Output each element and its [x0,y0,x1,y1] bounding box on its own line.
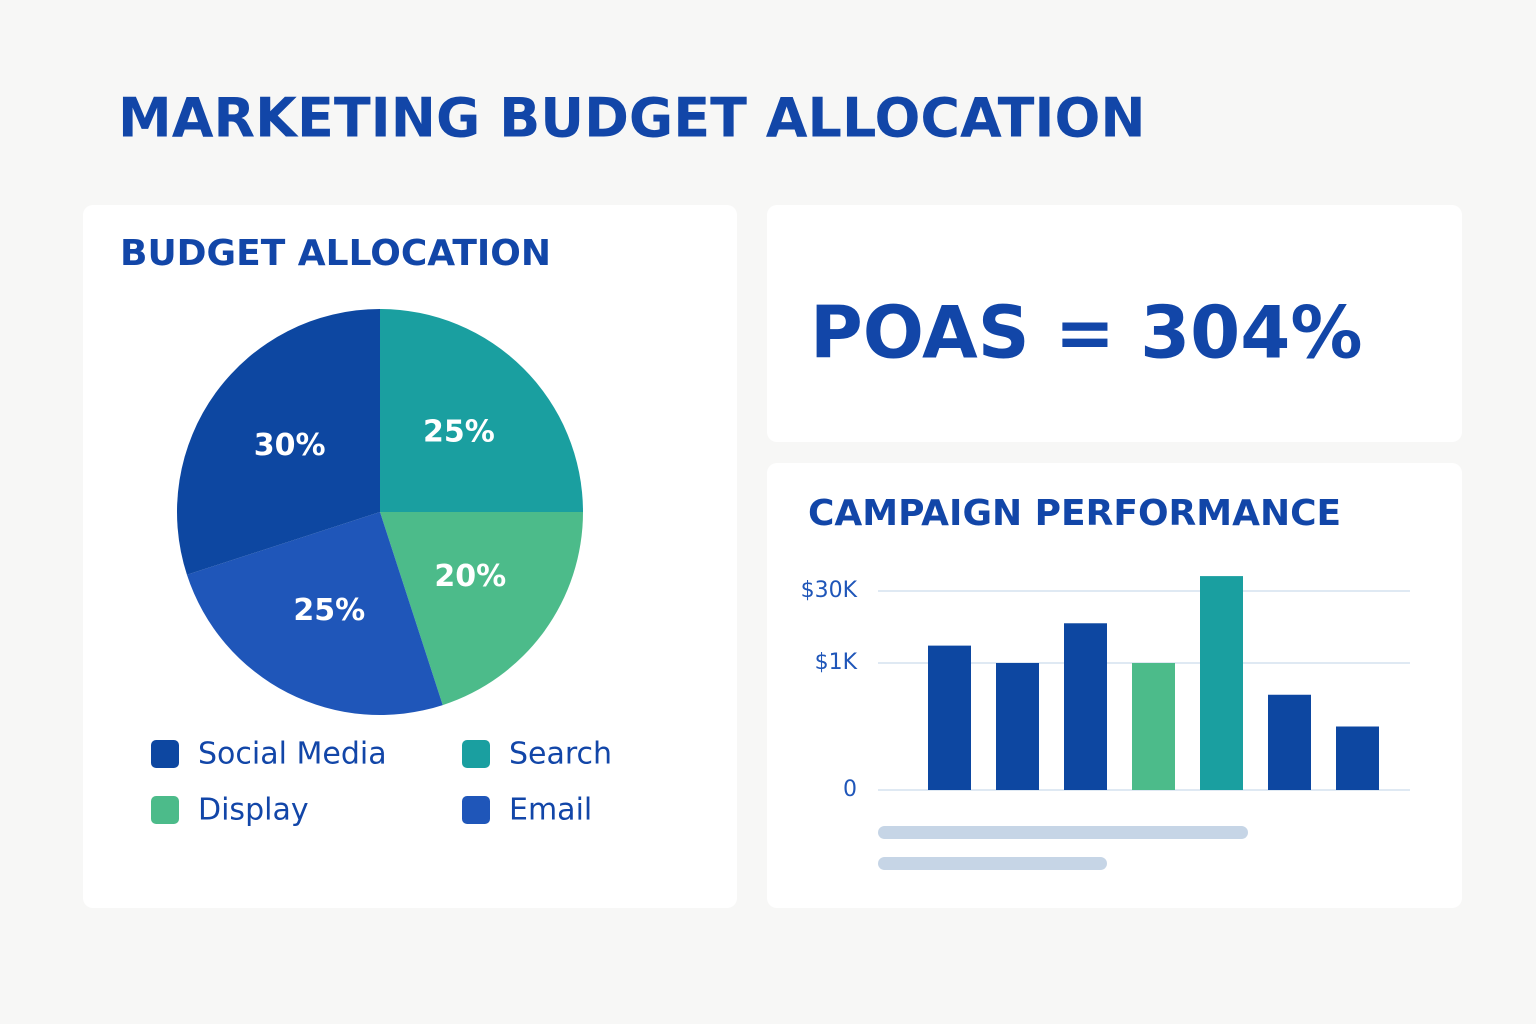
bar [1268,694,1311,790]
bar [1200,576,1243,790]
card-title: CAMPAIGN PERFORMANCE [808,493,1341,534]
bar [1132,663,1175,790]
bar [1064,623,1107,790]
y-tick-label: 0 [843,777,857,802]
placeholder-line [878,826,1248,839]
pie-slice [380,309,583,512]
legend-swatch [151,740,179,768]
slice-label: 25% [293,593,365,628]
slice-label: 25% [423,415,495,450]
placeholder-line [878,857,1107,870]
y-tick-label: $30K [801,578,858,603]
bar [928,645,971,790]
pie-slice [177,309,380,575]
kpi: POAS = 304% [810,291,1363,375]
slice-label: 30% [254,428,326,463]
card-title: BUDGET ALLOCATION [120,233,551,274]
bar [1336,726,1379,790]
y-tick-label: $1K [815,650,858,675]
legend-label: Social Media [198,737,387,772]
legend-swatch [151,796,179,824]
legend-swatch [462,740,490,768]
pie-slice [186,512,443,715]
card [767,205,1462,442]
legend-label: Email [509,793,592,828]
slice-label: 20% [434,559,506,594]
legend-swatch [462,796,490,824]
page-title: MARKETING BUDGET ALLOCATION [118,87,1146,150]
pie-slice [380,512,583,706]
card [767,463,1462,908]
bar [996,663,1039,790]
legend-label: Display [198,793,309,828]
legend-label: Search [509,737,612,772]
